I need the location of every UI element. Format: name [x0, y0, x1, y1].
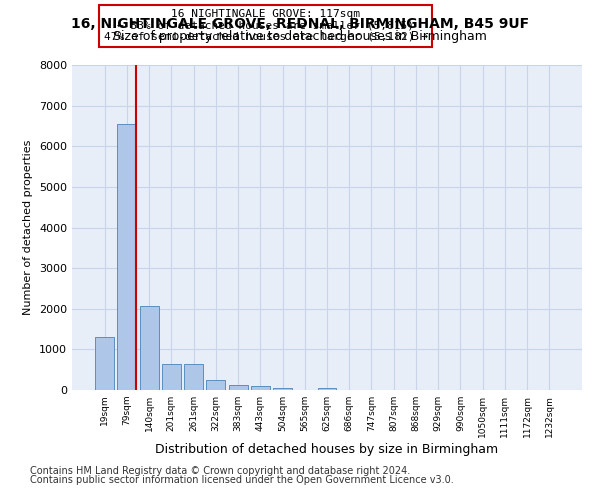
Bar [140, 306, 158, 390]
Bar [273, 388, 292, 390]
Y-axis label: Number of detached properties: Number of detached properties [23, 140, 34, 315]
Bar [118, 124, 136, 390]
Bar [162, 364, 181, 390]
Bar [206, 380, 225, 390]
Bar [184, 364, 203, 390]
Text: 16 NIGHTINGALE GROVE: 117sqm
← 53% of detached houses are smaller (5,815)
47% of: 16 NIGHTINGALE GROVE: 117sqm ← 53% of de… [104, 9, 428, 42]
Text: 16, NIGHTINGALE GROVE, REDNAL, BIRMINGHAM, B45 9UF: 16, NIGHTINGALE GROVE, REDNAL, BIRMINGHA… [71, 18, 529, 32]
Text: Contains public sector information licensed under the Open Government Licence v3: Contains public sector information licen… [30, 475, 454, 485]
Text: Contains HM Land Registry data © Crown copyright and database right 2024.: Contains HM Land Registry data © Crown c… [30, 466, 410, 476]
Text: Size of property relative to detached houses in Birmingham: Size of property relative to detached ho… [113, 30, 487, 43]
Bar [95, 337, 114, 390]
Bar [251, 386, 270, 390]
Bar [229, 384, 248, 390]
X-axis label: Distribution of detached houses by size in Birmingham: Distribution of detached houses by size … [155, 442, 499, 456]
Bar [317, 388, 337, 390]
